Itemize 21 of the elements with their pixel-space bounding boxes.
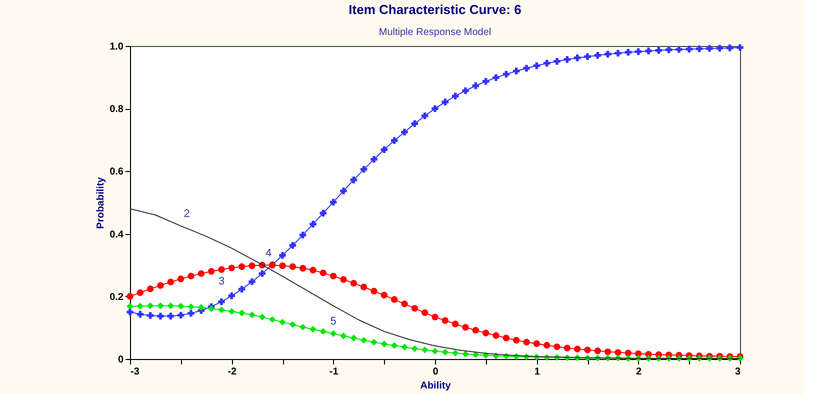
x-tick-label: 2 — [636, 366, 642, 378]
series-label: 3 — [218, 275, 225, 288]
y-axis-title: Probability — [96, 176, 107, 229]
x-tick-label: -1 — [329, 366, 339, 378]
x-tick-label: 1 — [534, 366, 540, 378]
x-tick-label: 3 — [734, 366, 741, 378]
x-tick-label: 0 — [432, 366, 439, 378]
y-tick-label: 0.8 — [110, 104, 124, 116]
y-tick-label: 0.4 — [110, 229, 124, 240]
series-label: 4 — [265, 247, 272, 260]
y-tick-label: 1.0 — [110, 42, 124, 52]
y-tick-label: 0.2 — [110, 292, 124, 303]
y-tick-label: 0.6 — [110, 166, 124, 178]
series-label: 5 — [330, 316, 336, 328]
x-axis-title: Ability — [420, 380, 452, 392]
x-tick-label: -2 — [228, 366, 238, 378]
x-tick-label: -3 — [130, 366, 140, 378]
series-label: 2 — [184, 208, 190, 220]
y-tick-label: 0 — [118, 354, 124, 366]
chart-subtitle: Multiple Response Model — [378, 27, 492, 38]
chart-title: Item Characteristic Curve: 6 — [348, 2, 522, 17]
